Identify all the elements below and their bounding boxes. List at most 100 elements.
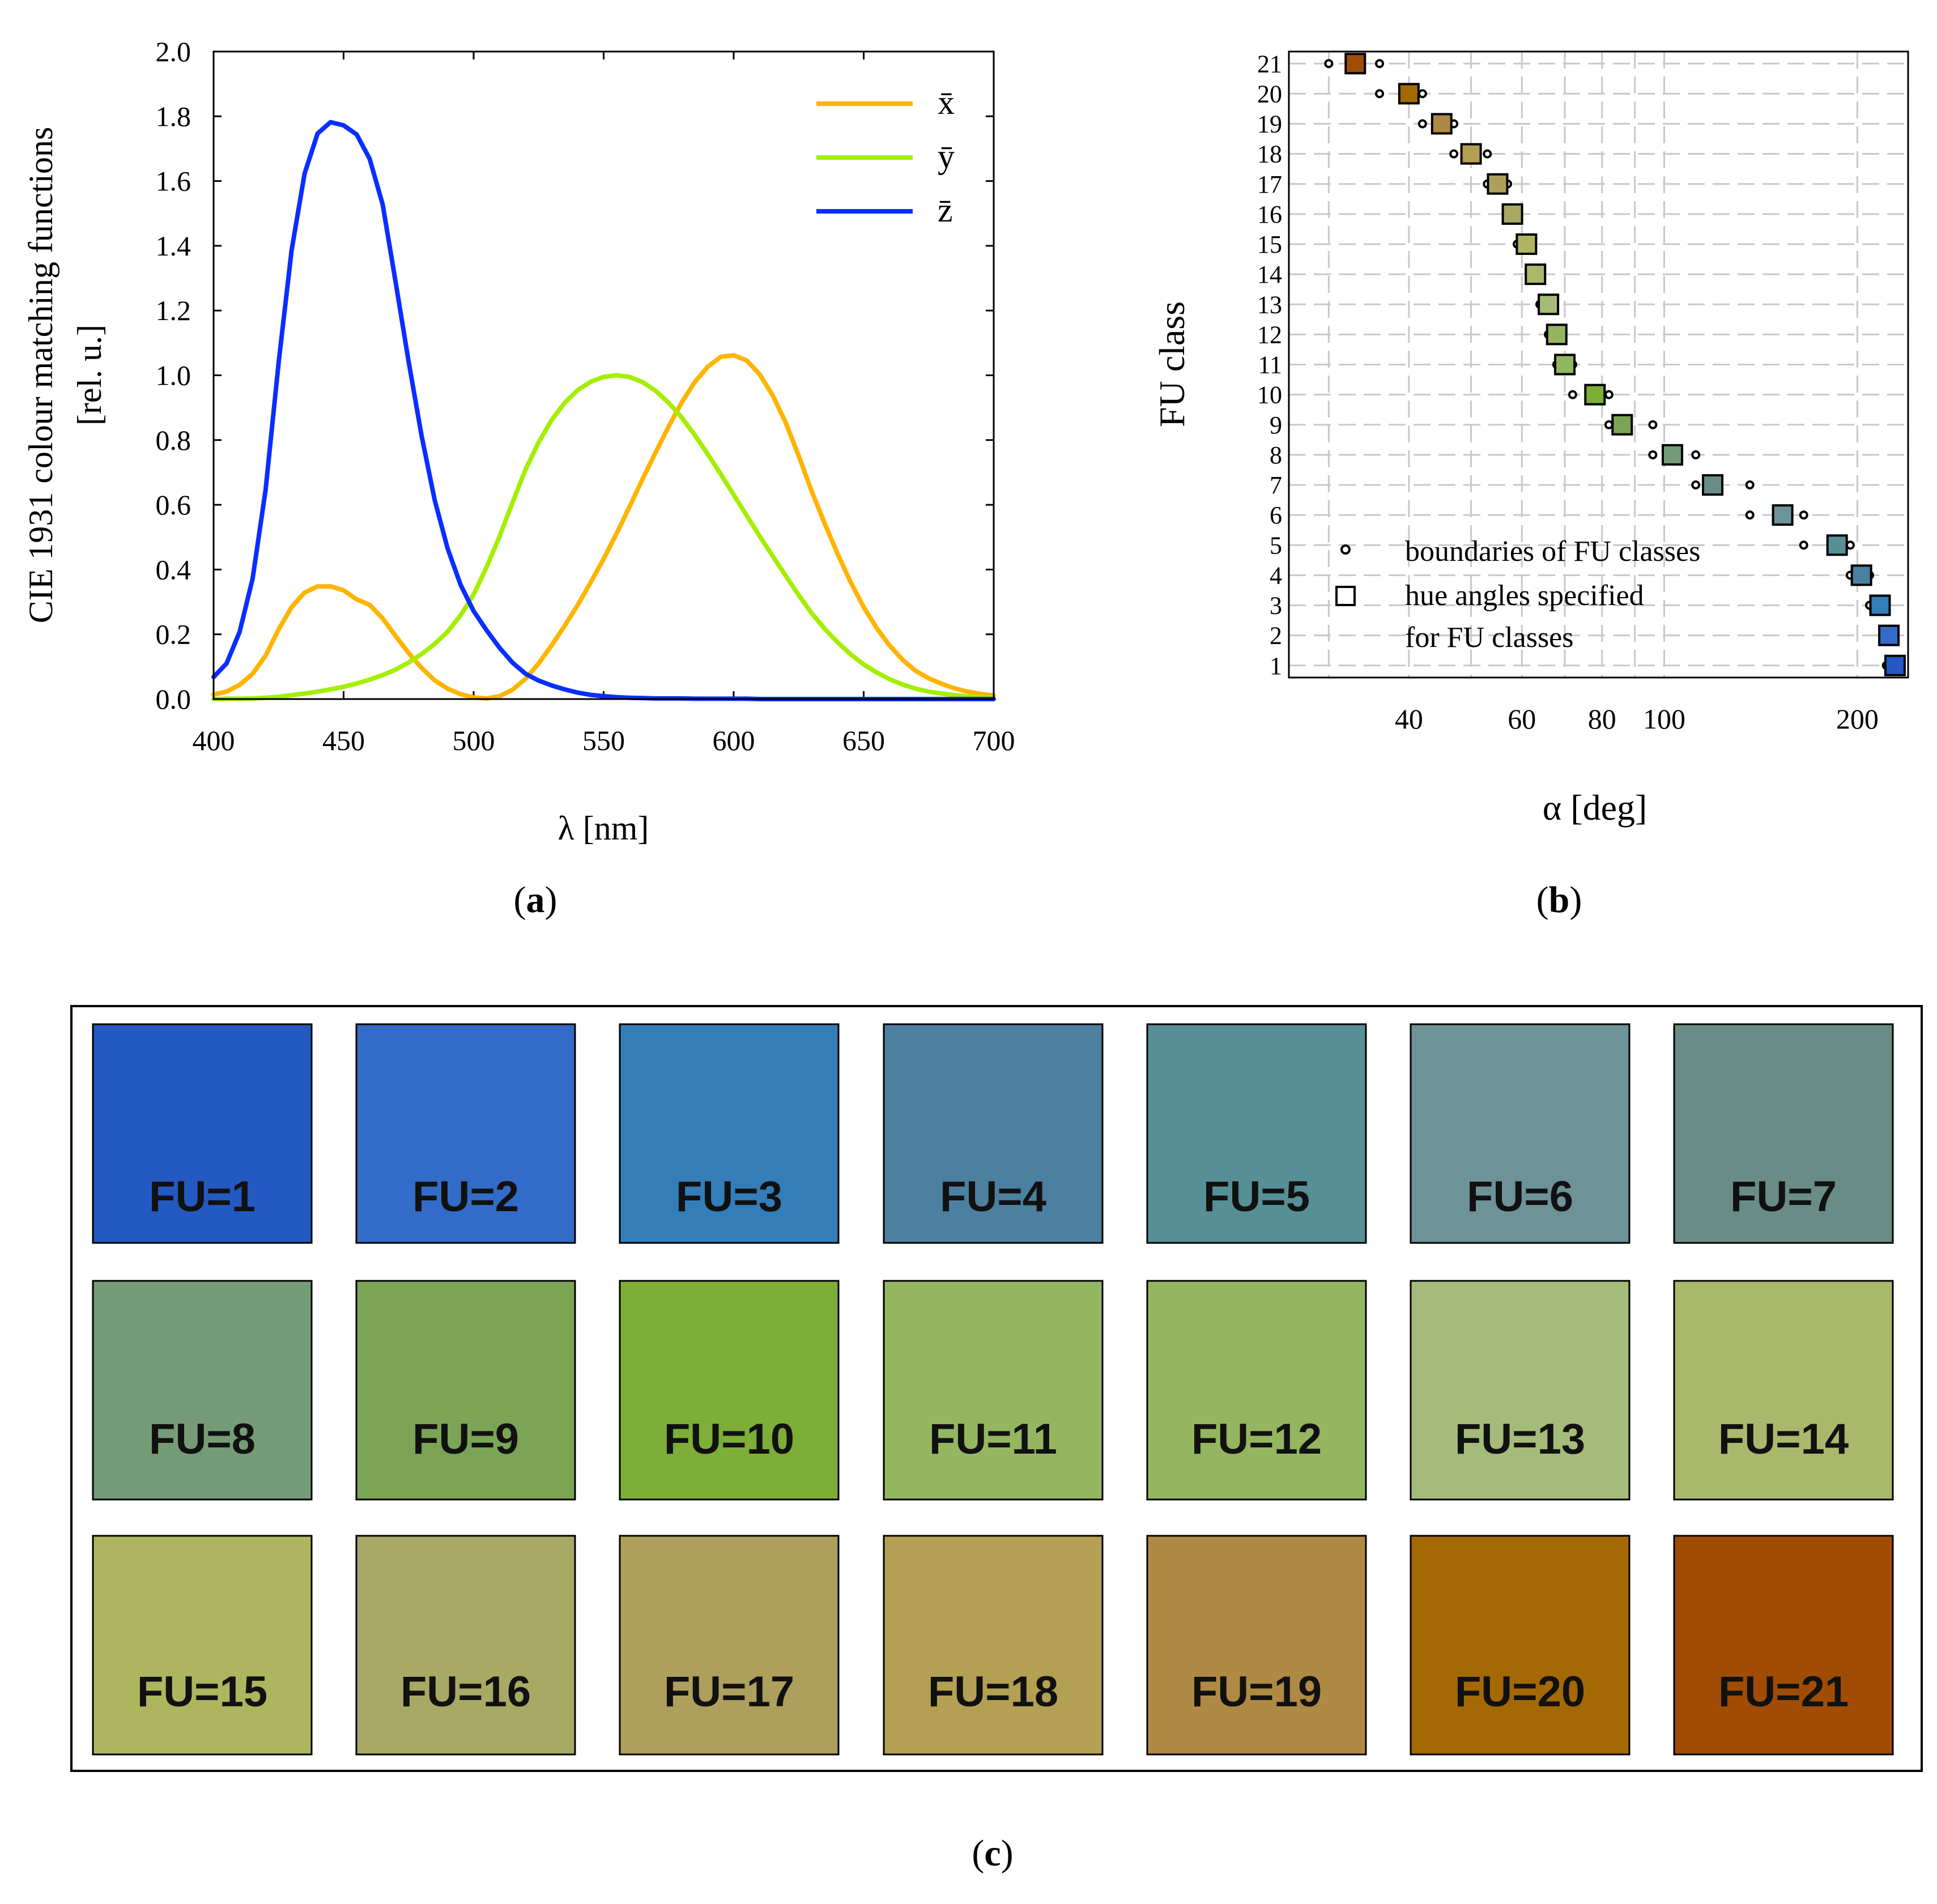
- panel-b-plot-frame: [1288, 50, 1909, 679]
- panel-c-caption-letter: c: [984, 1833, 1001, 1874]
- b-y-tick-label: 4: [1270, 561, 1282, 589]
- a-y-tick-label: 1.0: [156, 360, 191, 391]
- legend-label-x: x̄: [938, 84, 955, 121]
- swatch-label: FU=9: [412, 1415, 519, 1463]
- b-y-tick-label: 8: [1270, 441, 1282, 469]
- panel-c-swatch-grid: FU=1 FU=2 FU=3 FU=4 FU=5 FU=6 FU=7 FU=8 FU=9 FU=1…: [70, 1005, 1923, 1874]
- color-swatch: [1410, 1535, 1631, 1756]
- color-swatch: [355, 1023, 576, 1244]
- legend-hue-label-line2: for FU classes: [1405, 621, 1574, 654]
- panel-a-x-axis-label: λ [nm]: [558, 810, 649, 847]
- panel-c-caption: (c): [972, 1833, 1013, 1874]
- b-y-tick-label: 11: [1258, 351, 1282, 379]
- a-y-tick-label: 0.0: [156, 683, 191, 715]
- legend-boundary-marker: [1340, 544, 1351, 555]
- hue-angle-marker: [1826, 534, 1848, 556]
- b-y-tick-label: 10: [1257, 381, 1282, 409]
- hue-angle-marker: [1554, 353, 1576, 376]
- b-y-tick-label: 14: [1257, 261, 1282, 288]
- boundary-marker: [1648, 420, 1658, 429]
- panel-b-caption-letter: b: [1549, 879, 1570, 921]
- color-swatch: [92, 1023, 313, 1244]
- swatch-label: FU=7: [1730, 1173, 1837, 1221]
- swatch-label: FU=3: [676, 1173, 782, 1221]
- hue-angle-marker: [1344, 53, 1366, 75]
- b-x-tick-label: 80: [1588, 703, 1616, 735]
- boundary-marker: [1483, 149, 1492, 159]
- hue-angle-marker: [1850, 564, 1872, 586]
- b-x-tick-label: 40: [1395, 703, 1423, 735]
- hue-angle-marker: [1661, 444, 1683, 466]
- b-y-tick-label: 20: [1257, 80, 1282, 108]
- b-y-tick-label: 15: [1257, 231, 1282, 258]
- a-x-tick-label: 550: [582, 725, 625, 756]
- b-y-tick-label: 9: [1270, 411, 1282, 439]
- b-y-tick-label: 16: [1257, 201, 1282, 228]
- panel-a-y-axis-label-line1: CIE 1931 colour matching functions: [22, 127, 59, 624]
- color-swatch: [355, 1280, 576, 1501]
- boundary-marker: [1449, 149, 1459, 159]
- swatch-label: FU=5: [1203, 1173, 1310, 1221]
- b-y-tick-label: 19: [1257, 110, 1282, 138]
- a-x-tick-label: 700: [973, 725, 1015, 756]
- hue-angle-marker: [1772, 504, 1794, 526]
- a-x-tick-label: 450: [322, 725, 365, 756]
- b-y-tick-label: 3: [1270, 592, 1282, 620]
- hue-angle-marker: [1878, 624, 1900, 646]
- color-swatch: [619, 1023, 840, 1244]
- a-y-tick-label: 0.2: [156, 619, 191, 650]
- color-swatch: [1146, 1023, 1367, 1244]
- hue-angle-marker: [1884, 654, 1906, 676]
- b-y-tick-label: 1: [1270, 652, 1282, 680]
- color-swatch: [619, 1280, 840, 1501]
- boundary-marker: [1568, 390, 1577, 399]
- color-swatch: [883, 1023, 1104, 1244]
- hue-angle-marker: [1525, 263, 1547, 286]
- a-y-tick-label: 0.8: [156, 424, 191, 456]
- b-y-tick-label: 17: [1257, 171, 1282, 198]
- a-y-tick-label: 1.2: [156, 295, 191, 326]
- swatch-grid-frame: [70, 1005, 1923, 1772]
- swatch-label: FU=4: [940, 1173, 1046, 1221]
- hue-angle-marker: [1702, 474, 1724, 496]
- boundary-marker: [1375, 89, 1385, 99]
- color-swatch: [883, 1535, 1104, 1756]
- boundary-marker: [1799, 540, 1808, 550]
- a-y-tick-label: 0.4: [156, 553, 191, 585]
- legend-hue-label-line1: hue angles specified: [1405, 580, 1644, 612]
- a-x-tick-label: 500: [453, 725, 495, 756]
- color-swatch: [1146, 1535, 1367, 1756]
- swatch-label: FU=6: [1467, 1173, 1573, 1221]
- color-swatch: [1410, 1280, 1631, 1501]
- swatch-label: FU=14: [1718, 1415, 1849, 1463]
- color-swatch: [1673, 1535, 1894, 1756]
- boundary-marker: [1691, 450, 1701, 459]
- swatch-label: FU=20: [1455, 1668, 1585, 1716]
- b-y-tick-label: 7: [1270, 471, 1282, 499]
- boundary-marker: [1417, 89, 1427, 99]
- boundary-marker: [1799, 510, 1808, 520]
- color-swatch: [355, 1535, 576, 1756]
- b-y-tick-label: 18: [1257, 140, 1282, 168]
- panel-a-caption-letter: a: [526, 879, 545, 921]
- swatch-label: FU=12: [1191, 1415, 1322, 1463]
- b-y-tick-label: 21: [1257, 50, 1282, 78]
- swatch-label: FU=21: [1718, 1668, 1849, 1716]
- color-swatch: [1673, 1280, 1894, 1501]
- panel-b-y-axis-label: FU class: [1152, 301, 1192, 427]
- boundary-marker: [1604, 420, 1614, 429]
- b-y-tick-label: 2: [1270, 622, 1282, 650]
- color-swatch: [619, 1535, 840, 1756]
- swatch-label: FU=1: [149, 1173, 256, 1221]
- boundary-marker: [1691, 480, 1701, 489]
- a-x-tick-label: 650: [842, 725, 885, 756]
- b-y-tick-label: 5: [1270, 531, 1282, 559]
- a-y-tick-label: 2.0: [156, 36, 191, 67]
- boundary-marker: [1417, 119, 1427, 129]
- b-x-tick-label: 200: [1836, 703, 1879, 735]
- hue-angle-marker: [1584, 384, 1606, 406]
- series-line-y: [211, 373, 996, 701]
- hue-angle-marker: [1869, 594, 1891, 616]
- b-x-tick-label: 100: [1643, 703, 1685, 735]
